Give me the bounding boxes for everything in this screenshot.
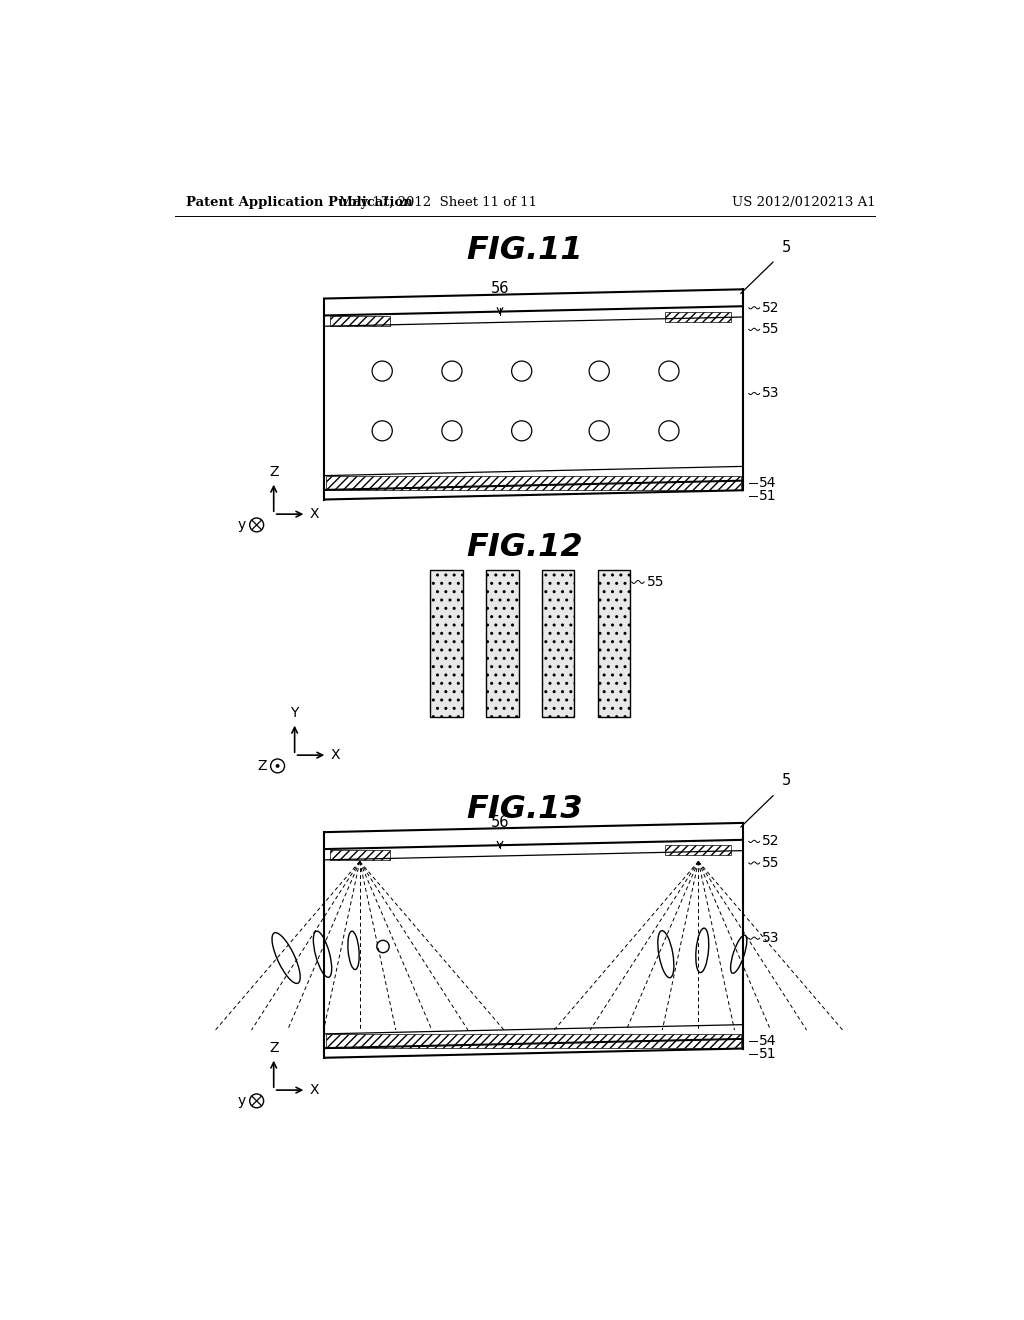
Bar bbox=[331, 317, 390, 326]
Text: 55: 55 bbox=[647, 576, 665, 589]
Text: Z: Z bbox=[257, 759, 266, 774]
Text: US 2012/0120213 A1: US 2012/0120213 A1 bbox=[732, 195, 877, 209]
Text: 56: 56 bbox=[490, 281, 509, 296]
Bar bbox=[430, 570, 463, 717]
Text: y: y bbox=[238, 1094, 246, 1107]
Text: Z: Z bbox=[269, 465, 279, 479]
Text: 52: 52 bbox=[762, 834, 779, 849]
Text: 55: 55 bbox=[762, 322, 779, 337]
Text: FIG.13: FIG.13 bbox=[467, 793, 583, 825]
Text: Z: Z bbox=[269, 1040, 279, 1055]
Bar bbox=[326, 475, 741, 490]
Text: Patent Application Publication: Patent Application Publication bbox=[186, 195, 413, 209]
Text: 5: 5 bbox=[781, 774, 791, 788]
Text: Y: Y bbox=[291, 706, 299, 719]
Text: 55: 55 bbox=[762, 855, 779, 870]
Text: X: X bbox=[309, 507, 318, 521]
Text: 52: 52 bbox=[762, 301, 779, 314]
Text: 5: 5 bbox=[781, 240, 791, 255]
Bar bbox=[665, 845, 731, 855]
Text: 51: 51 bbox=[759, 488, 776, 503]
Text: 54: 54 bbox=[759, 475, 776, 490]
Text: 56: 56 bbox=[490, 814, 509, 830]
Bar bbox=[331, 850, 390, 859]
Text: X: X bbox=[331, 748, 340, 762]
Bar bbox=[665, 312, 731, 322]
Text: May 17, 2012  Sheet 11 of 11: May 17, 2012 Sheet 11 of 11 bbox=[339, 195, 537, 209]
Text: FIG.11: FIG.11 bbox=[467, 235, 583, 267]
Text: 51: 51 bbox=[759, 1047, 776, 1061]
Text: X: X bbox=[309, 1084, 318, 1097]
Text: y: y bbox=[238, 517, 246, 532]
Text: 53: 53 bbox=[762, 931, 779, 945]
Bar bbox=[326, 1034, 741, 1048]
Text: 53: 53 bbox=[762, 387, 779, 400]
Circle shape bbox=[275, 764, 280, 768]
Bar bbox=[486, 570, 518, 717]
Text: 54: 54 bbox=[759, 1034, 776, 1048]
Bar bbox=[598, 570, 630, 717]
Text: FIG.12: FIG.12 bbox=[467, 532, 583, 562]
Bar bbox=[542, 570, 574, 717]
